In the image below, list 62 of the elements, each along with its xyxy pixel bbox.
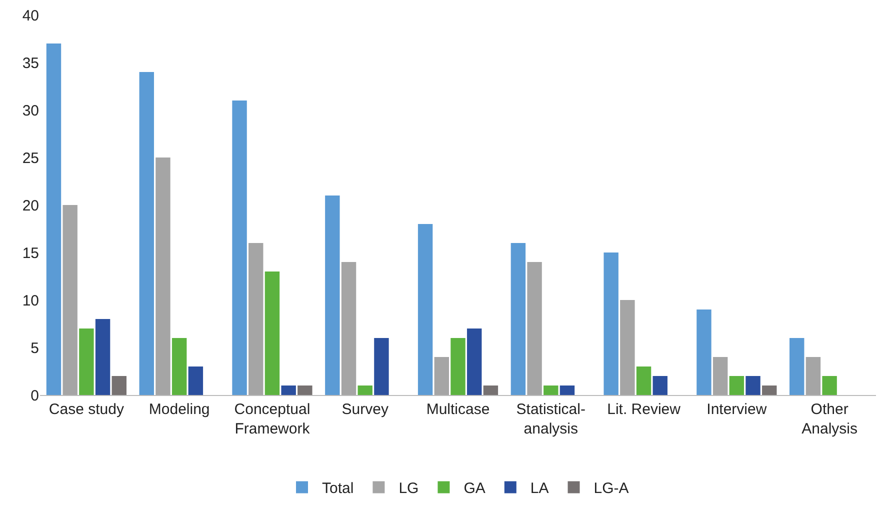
bar <box>790 338 804 395</box>
bar <box>466 328 482 395</box>
bar <box>696 310 712 395</box>
bar <box>232 100 247 395</box>
bar <box>510 243 526 395</box>
x-tick-label: Other Analysis <box>802 401 858 438</box>
y-tick-label: 0 <box>30 387 39 404</box>
bar <box>358 386 372 395</box>
bar <box>298 386 312 395</box>
bar <box>95 319 110 395</box>
bar <box>112 376 126 395</box>
bar <box>79 328 94 395</box>
bar <box>281 386 296 395</box>
x-tick-label: Conceptual Framework <box>234 401 310 438</box>
bar <box>560 386 575 395</box>
bar <box>172 338 187 395</box>
x-tick-label: Multicase <box>426 401 490 418</box>
bar <box>341 262 356 395</box>
y-tick-label: 40 <box>22 7 39 24</box>
bar <box>374 338 389 395</box>
y-tick-label: 35 <box>22 54 39 72</box>
legend-label: GA <box>464 480 486 498</box>
y-tick-label: 15 <box>22 244 39 262</box>
x-tick-label: Modeling <box>148 401 210 418</box>
bar <box>527 262 542 395</box>
bar <box>806 357 821 395</box>
x-tick-label: Interview <box>706 401 767 418</box>
legend-label: Total <box>322 480 354 498</box>
bar <box>248 243 264 395</box>
bar <box>46 44 62 395</box>
y-tick-label: 20 <box>22 197 39 214</box>
y-tick-label: 10 <box>22 292 39 310</box>
bar <box>139 72 154 395</box>
bar <box>450 338 466 395</box>
bar <box>62 205 78 395</box>
bar <box>418 224 433 395</box>
bar <box>264 272 280 395</box>
bar <box>156 158 170 395</box>
x-tick-label: Statistical-analysis <box>516 401 586 438</box>
bar <box>636 366 652 395</box>
y-tick-label: 5 <box>30 340 39 357</box>
bar <box>729 376 744 395</box>
bar <box>325 196 340 395</box>
bar <box>712 357 728 395</box>
legend-label: LA <box>530 480 549 498</box>
bar <box>483 386 498 395</box>
y-tick-label: 30 <box>22 102 39 120</box>
bar <box>544 386 558 395</box>
bar <box>822 376 837 395</box>
x-tick-label: Survey <box>342 401 389 418</box>
y-tick-label: 25 <box>22 150 39 167</box>
bar <box>620 300 635 395</box>
bar <box>604 252 618 395</box>
bar <box>434 357 450 395</box>
bar <box>652 376 668 395</box>
bar <box>188 366 204 395</box>
legend-label: LG-A <box>594 480 629 498</box>
bar <box>762 386 777 395</box>
bar <box>746 376 760 395</box>
x-tick-label: Case study <box>48 401 124 418</box>
legend-label: LG <box>398 480 419 498</box>
x-tick-label: Lit. Review <box>607 401 681 418</box>
